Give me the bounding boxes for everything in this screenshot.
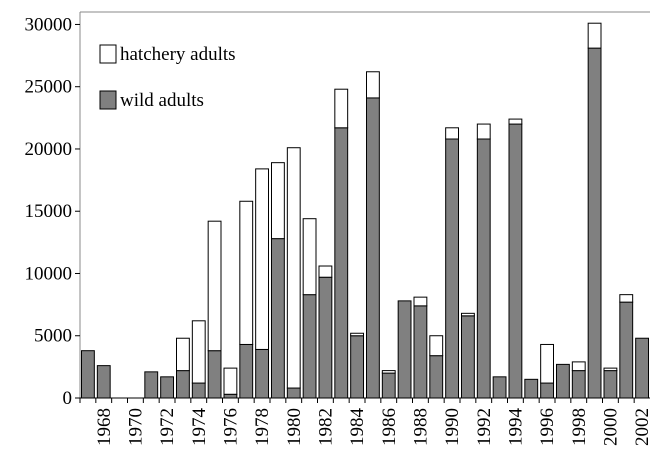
bar-segment: [619, 301, 634, 399]
x-tick-label: 1978: [252, 408, 273, 446]
legend-swatch: [99, 90, 117, 110]
bar-segment: [239, 200, 254, 345]
bar-segment: [492, 376, 507, 399]
bar-segment: [461, 315, 475, 399]
x-tick-label: 1998: [569, 408, 590, 446]
bar-segment: [255, 348, 270, 399]
bar-segment: [334, 127, 349, 399]
x-tick-label: 2002: [632, 408, 652, 446]
bar-segment: [144, 371, 159, 399]
bar-segment: [318, 265, 333, 278]
bar-segment: [207, 350, 222, 399]
bar-segment: [508, 118, 523, 125]
x-tick-label: 1982: [315, 408, 336, 446]
bar-segment: [350, 335, 364, 399]
bar-segment: [381, 370, 396, 374]
bar-segment: [286, 147, 301, 389]
legend-label: hatchery adults: [120, 44, 236, 65]
legend-swatch: [99, 44, 117, 64]
y-tick-label: 10000: [25, 263, 73, 284]
x-tick-label: 2000: [600, 408, 621, 446]
bar-segment: [508, 123, 523, 399]
bar-segment: [476, 138, 491, 399]
bar-segment: [571, 370, 586, 399]
y-tick-label: 5000: [34, 326, 72, 347]
bar-segment: [635, 337, 650, 399]
bar-segment: [366, 97, 380, 399]
bar-segment: [271, 162, 285, 240]
bar-segment: [160, 376, 175, 399]
x-tick-label: 1972: [157, 408, 178, 446]
x-tick-label: 1994: [505, 408, 526, 447]
x-tick-label: 1988: [410, 408, 431, 446]
x-tick-label: 1968: [94, 408, 115, 446]
y-tick-label: 20000: [25, 139, 73, 160]
x-tick-label: 1970: [125, 408, 146, 446]
x-tick-label: 1996: [537, 408, 558, 446]
bar-segment: [191, 320, 206, 384]
bar-segment: [366, 71, 380, 99]
bar-segment: [271, 238, 285, 399]
bar-segment: [571, 361, 586, 372]
bar-segment: [603, 367, 618, 372]
bar-segment: [191, 382, 206, 399]
x-tick-label: 1976: [220, 408, 241, 446]
bar-segment: [461, 312, 475, 317]
bar-segment: [223, 393, 238, 399]
bar-segment: [334, 88, 349, 129]
x-tick-label: 1974: [189, 408, 210, 447]
bar-segment: [603, 370, 618, 399]
legend-label: wild adults: [120, 90, 204, 111]
bar-segment: [556, 363, 570, 399]
bar-segment: [413, 296, 428, 307]
bar-segment: [302, 294, 317, 399]
bar-segment: [81, 350, 95, 399]
bar-segment: [350, 332, 364, 337]
bar-segment: [207, 220, 222, 352]
bar-segment: [176, 370, 190, 399]
bar-segment: [397, 300, 412, 399]
bar-segment: [223, 367, 238, 395]
bar-segment: [286, 387, 301, 399]
bar-segment: [587, 47, 602, 399]
bar-segment: [413, 305, 428, 399]
y-tick-label: 0: [63, 388, 73, 409]
y-tick-label: 15000: [25, 201, 73, 222]
bar-segment: [429, 335, 444, 357]
bar-segment: [239, 343, 254, 399]
bar-segment: [587, 22, 602, 49]
bar-segment: [476, 123, 491, 140]
bar-segment: [445, 138, 459, 399]
x-tick-label: 1990: [442, 408, 463, 446]
bar-segment: [429, 355, 444, 399]
bar-segment: [540, 382, 555, 399]
bar-segment: [176, 337, 190, 372]
x-tick-label: 1984: [347, 408, 368, 447]
bar-segment: [255, 168, 270, 350]
bar-segment: [619, 294, 634, 303]
bar-segment: [318, 276, 333, 399]
bar-segment: [381, 372, 396, 399]
x-tick-label: 1992: [474, 408, 495, 446]
bar-segment: [540, 343, 555, 384]
y-tick-label: 30000: [25, 14, 73, 35]
bar-segment: [96, 365, 111, 399]
bar-segment: [302, 218, 317, 296]
x-tick-label: 1986: [379, 408, 400, 446]
y-tick-label: 25000: [25, 77, 73, 98]
bar-segment: [524, 378, 539, 399]
bar-segment: [445, 127, 459, 140]
x-tick-label: 1980: [284, 408, 305, 446]
